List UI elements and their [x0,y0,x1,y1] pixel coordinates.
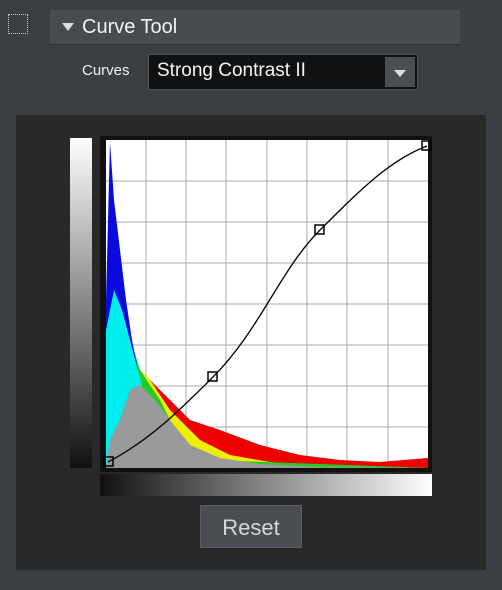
control-points[interactable] [103,140,432,467]
curves-label: Curves [82,62,130,79]
histogram-gray [106,385,428,468]
tone-curve[interactable] [107,145,428,463]
panel-header[interactable]: Curve Tool [50,10,460,45]
dropdown-button[interactable] [385,57,415,87]
select-icon[interactable] [8,14,28,34]
input-gradient [100,474,432,496]
collapse-arrow[interactable] [62,23,74,31]
preset-value: Strong Contrast II [157,60,306,81]
output-gradient [70,138,92,468]
panel-title: Curve Tool [82,16,178,38]
preset-dropdown[interactable]: Strong Contrast II [148,54,418,90]
reset-button[interactable]: Reset [200,505,302,548]
